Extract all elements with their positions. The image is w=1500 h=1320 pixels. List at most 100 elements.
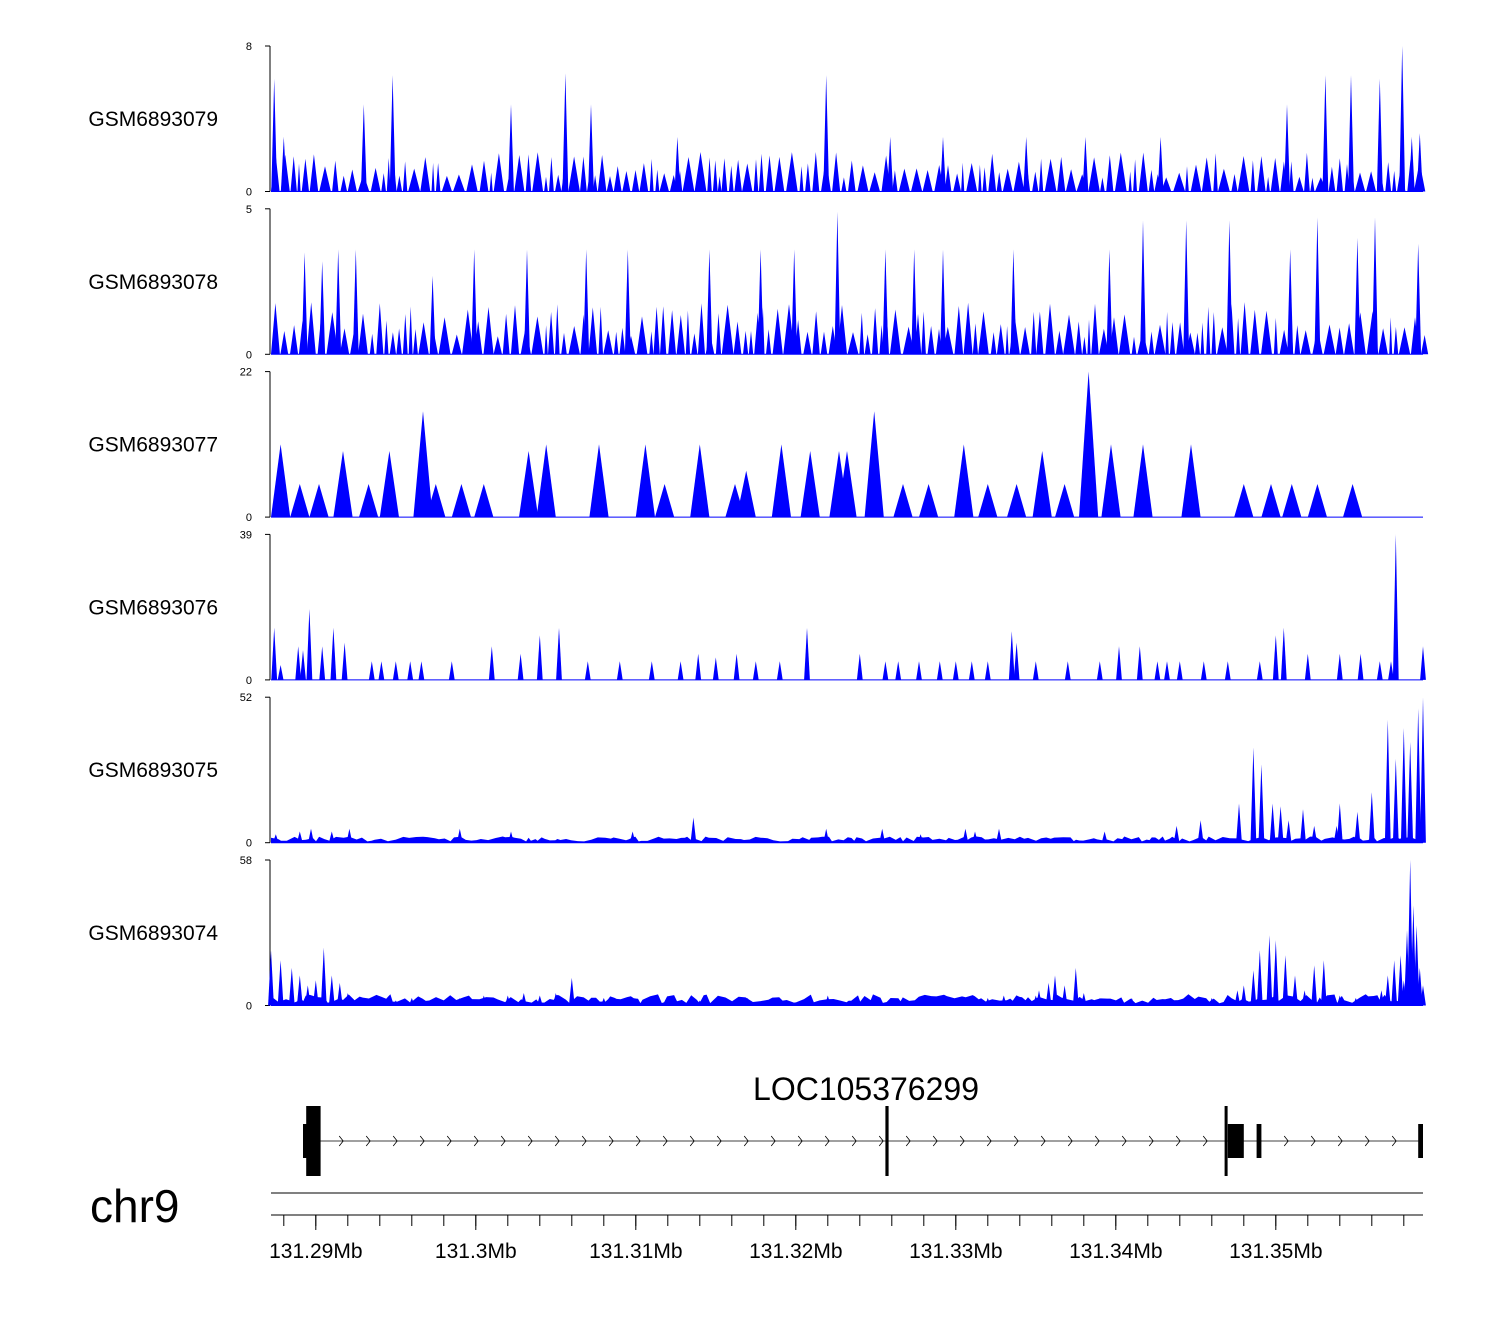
y-tick-label: 5	[246, 204, 252, 216]
coverage-peak	[268, 950, 274, 1006]
coverage-peak	[429, 275, 436, 355]
strand-arrow-icon	[473, 1135, 479, 1147]
coverage-peak	[1420, 697, 1426, 843]
coverage-peak	[407, 661, 414, 680]
coverage-peak	[1300, 809, 1306, 843]
coverage-peak	[1096, 998, 1103, 1006]
coverage-peak	[677, 661, 684, 680]
coverage-peak	[962, 828, 969, 843]
coverage-peak	[696, 1000, 703, 1006]
coverage-peak	[616, 661, 623, 680]
coverage-peak	[917, 834, 924, 843]
coverage-peak	[418, 661, 425, 680]
coverage-peak	[1282, 955, 1289, 1006]
coverage-peak	[1197, 820, 1204, 843]
coverage-peak	[1368, 1000, 1375, 1006]
strand-arrow-icon	[1283, 1135, 1289, 1147]
coverage-peak	[1282, 484, 1302, 518]
coverage-peak	[1357, 653, 1364, 680]
track-label: GSM6893078	[88, 271, 218, 294]
coverage-peak	[1164, 661, 1170, 680]
track-label: GSM6893075	[88, 759, 218, 782]
coverage-peak	[1261, 484, 1281, 518]
coverage-peak	[1280, 627, 1287, 680]
coverage-peak	[1407, 742, 1414, 843]
coverage-peak	[335, 249, 342, 355]
coverage-peak	[1307, 484, 1327, 518]
axis-tick-label: 131.34Mb	[1069, 1240, 1162, 1263]
y-tick-label: 0	[246, 675, 252, 687]
coverage-peak	[744, 998, 751, 1006]
coverage-peak	[272, 834, 279, 843]
strand-arrow-icon	[1391, 1135, 1397, 1147]
strand-arrow-icon	[554, 1135, 560, 1147]
coverage-peak	[882, 249, 889, 355]
coverage-peak	[1311, 965, 1318, 1006]
coverage-peak	[1272, 940, 1279, 1006]
gene-exon	[1418, 1124, 1423, 1158]
coverage-peak	[328, 975, 335, 1006]
coverage-peak	[1136, 646, 1143, 680]
coverage-peak	[1269, 803, 1276, 843]
strand-arrow-icon	[419, 1135, 425, 1147]
coverage-peak	[712, 657, 719, 680]
gene-name-label: LOC105376299	[753, 1071, 979, 1107]
coverage-peak	[448, 661, 455, 680]
y-tick-label: 22	[240, 367, 252, 379]
coverage-peak	[895, 661, 902, 680]
coverage-peak	[1416, 967, 1423, 1006]
coverage-peak	[378, 661, 385, 680]
coverage-peak	[1272, 635, 1279, 680]
gene-annotation-track: LOC105376299	[303, 1071, 1423, 1176]
coverage-peak	[1176, 661, 1183, 680]
coverage-peak	[690, 817, 697, 843]
coverage-peak	[791, 249, 798, 355]
coverage-peak	[1061, 985, 1068, 1006]
coverage-peak	[1392, 758, 1399, 843]
coverage-peak	[304, 985, 311, 1006]
coverage-peak	[1292, 975, 1298, 1006]
coverage-peak	[426, 484, 446, 518]
coverage-peak	[1250, 970, 1257, 1006]
strand-arrow-icon	[1202, 1135, 1208, 1147]
coverage-peak	[330, 627, 337, 680]
coverage-peak	[1010, 249, 1017, 355]
gene-exon	[1224, 1106, 1228, 1176]
coverage-peak	[308, 828, 314, 843]
coverage-peak	[1007, 484, 1027, 518]
coverage-peak	[296, 975, 303, 1006]
coverage-peak	[1266, 935, 1273, 1006]
coverage-peak	[1236, 803, 1242, 843]
coverage-peak	[1378, 990, 1385, 1006]
strand-arrow-icon	[392, 1135, 398, 1147]
coverage-peak	[333, 451, 353, 518]
coverage-peak	[1336, 995, 1343, 1006]
strand-arrow-icon	[824, 1135, 830, 1147]
coverage-peak	[1082, 136, 1089, 192]
coverage-peak	[690, 444, 710, 518]
coverage-peak	[952, 998, 959, 1006]
coverage-peak	[919, 484, 939, 518]
coverage-tracks: GSM689307980GSM689307850GSM6893077220GSM…	[88, 41, 1429, 1013]
strand-arrow-icon	[905, 1135, 911, 1147]
coverage-peak	[1221, 187, 1228, 192]
coverage-peak	[480, 995, 487, 1006]
coverage-peak	[1397, 955, 1404, 1006]
coverage-peak	[277, 960, 284, 1006]
coverage-peak	[954, 444, 974, 518]
strand-arrow-icon	[743, 1135, 749, 1147]
coverage-peak	[552, 993, 559, 1006]
coverage-peak	[1234, 484, 1254, 518]
coverage-peak	[296, 831, 303, 843]
coverage-peak	[1055, 484, 1075, 518]
coverage-peak	[300, 650, 306, 680]
coverage-peak	[1376, 78, 1383, 192]
coverage-peak	[1420, 985, 1426, 1006]
coverage-peak	[771, 444, 791, 518]
coverage-peak	[1250, 747, 1257, 843]
coverage-peak	[556, 627, 562, 680]
coverage-peak	[290, 484, 310, 518]
coverage-peak	[309, 484, 329, 518]
coverage-peak	[344, 993, 351, 1006]
